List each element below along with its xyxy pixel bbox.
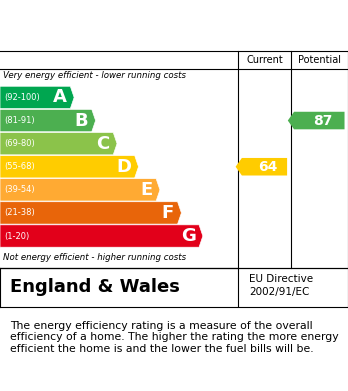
Text: C: C <box>96 135 110 152</box>
Text: 87: 87 <box>313 113 332 127</box>
Text: (81-91): (81-91) <box>4 116 35 125</box>
Polygon shape <box>0 202 181 224</box>
Text: (21-38): (21-38) <box>4 208 35 217</box>
Text: G: G <box>181 227 196 245</box>
Text: Potential: Potential <box>298 55 341 65</box>
Polygon shape <box>0 225 203 247</box>
Polygon shape <box>0 109 96 132</box>
Polygon shape <box>0 133 117 155</box>
Text: (69-80): (69-80) <box>4 139 35 148</box>
Text: A: A <box>53 88 67 106</box>
Text: F: F <box>162 204 174 222</box>
Polygon shape <box>0 179 160 201</box>
Text: EU Directive
2002/91/EC: EU Directive 2002/91/EC <box>249 274 313 297</box>
Polygon shape <box>236 158 287 176</box>
Text: (39-54): (39-54) <box>4 185 35 194</box>
Text: Not energy efficient - higher running costs: Not energy efficient - higher running co… <box>3 253 187 262</box>
Text: E: E <box>140 181 153 199</box>
Polygon shape <box>0 156 139 178</box>
Text: (92-100): (92-100) <box>4 93 40 102</box>
Text: 64: 64 <box>258 160 278 174</box>
Text: (1-20): (1-20) <box>4 231 30 240</box>
Text: Current: Current <box>246 55 283 65</box>
Text: (55-68): (55-68) <box>4 162 35 171</box>
Text: D: D <box>116 158 131 176</box>
Text: B: B <box>75 111 88 129</box>
Polygon shape <box>0 86 74 109</box>
Text: Very energy efficient - lower running costs: Very energy efficient - lower running co… <box>3 72 187 81</box>
Text: Energy Efficiency Rating: Energy Efficiency Rating <box>10 24 239 42</box>
Polygon shape <box>288 112 345 129</box>
Text: The energy efficiency rating is a measure of the overall efficiency of a home. T: The energy efficiency rating is a measur… <box>10 321 339 354</box>
Text: England & Wales: England & Wales <box>10 278 180 296</box>
